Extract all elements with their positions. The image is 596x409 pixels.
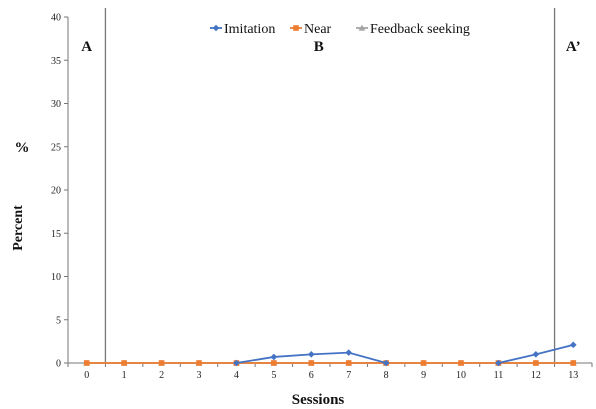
legend-swatch-marker [293, 25, 299, 31]
x-tick-label: 3 [197, 370, 202, 381]
x-tick-label: 1 [122, 370, 127, 381]
y-tick-label: 30 [51, 99, 61, 110]
data-point [533, 360, 539, 366]
x-tick-label: 8 [384, 370, 389, 381]
x-tick-label: 4 [234, 370, 239, 381]
x-tick-label: 7 [346, 370, 351, 381]
y-axis-symbol: % [15, 140, 30, 156]
legend-label: Near [304, 22, 332, 37]
data-point [345, 349, 353, 356]
data-point [495, 359, 502, 367]
axes [67, 17, 592, 364]
legend-label: Imitation [224, 22, 275, 37]
y-tick-label: 20 [51, 186, 61, 197]
y-tick-label: 40 [51, 13, 61, 24]
x-tick-label: 10 [456, 370, 466, 381]
x-tick-label: 11 [494, 370, 504, 381]
data-point [532, 351, 540, 358]
x-tick-label: 9 [421, 370, 426, 381]
data-point [382, 359, 390, 367]
legend-item: Imitation [210, 22, 275, 37]
data-point [271, 360, 277, 366]
legend-item: Near [290, 22, 332, 37]
data-point [420, 360, 427, 366]
y-tick-label: 10 [51, 272, 61, 283]
y-axis-ticks: 0 5 10 15 20 25 30 35 40 [51, 13, 68, 370]
phase-label: A’ [566, 39, 581, 55]
legend-label: Feedback seeking [370, 22, 470, 37]
data-point [158, 360, 165, 366]
series-imitation [233, 341, 577, 367]
phase-label: B [314, 39, 324, 55]
data-point [121, 360, 127, 366]
data-point [83, 360, 90, 366]
y-tick-label: 5 [56, 315, 61, 326]
y-tick-label: 15 [51, 229, 61, 240]
phase-label: A [81, 39, 92, 55]
x-axis-title: Sessions [292, 392, 345, 408]
data-point [233, 359, 240, 367]
data-point [308, 360, 315, 366]
y-tick-label: 25 [51, 142, 61, 153]
data-point [570, 360, 577, 366]
data-point [196, 360, 202, 366]
y-tick-label: 0 [56, 359, 61, 370]
y-tick-label: 35 [51, 56, 61, 67]
series-layer [83, 341, 577, 367]
legend-swatch-marker [212, 24, 220, 32]
legend-swatch-marker [358, 24, 366, 31]
y-axis-title: Percent [11, 205, 26, 251]
x-axis-ticks: 0 1 2 3 4 5 6 7 8 9 10 11 12 13 [67, 363, 593, 381]
x-tick-label: 6 [309, 370, 314, 381]
x-tick-label: 13 [568, 370, 578, 381]
data-point [270, 353, 278, 361]
legend-item: Feedback seeking [356, 22, 470, 37]
phase-change-lines: A B A’ [81, 8, 581, 363]
legend: Imitation Near Feedback seeking [210, 22, 470, 37]
data-point [458, 360, 464, 366]
data-point [345, 360, 352, 366]
data-point [569, 341, 577, 349]
data-point [307, 351, 315, 358]
x-tick-label: 12 [531, 370, 541, 381]
x-tick-label: 0 [84, 370, 89, 381]
x-tick-label: 5 [271, 370, 276, 381]
x-tick-label: 2 [159, 370, 164, 381]
